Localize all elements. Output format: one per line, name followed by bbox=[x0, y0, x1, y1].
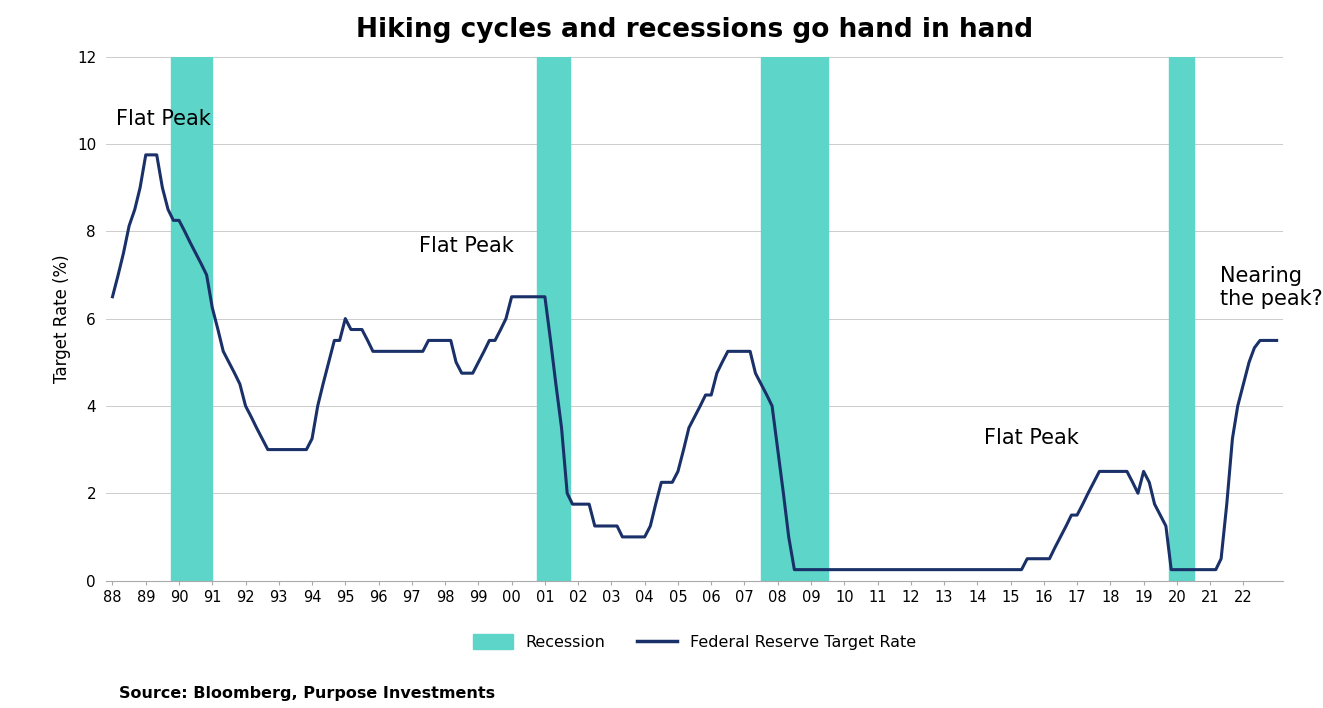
Bar bbox=[537, 57, 570, 581]
Title: Hiking cycles and recessions go hand in hand: Hiking cycles and recessions go hand in … bbox=[356, 17, 1033, 43]
Text: Nearing
the peak?: Nearing the peak? bbox=[1220, 266, 1323, 309]
Legend: Recession, Federal Reserve Target Rate: Recession, Federal Reserve Target Rate bbox=[467, 628, 922, 656]
Y-axis label: Target Rate (%): Target Rate (%) bbox=[53, 254, 71, 383]
Text: Flat Peak: Flat Peak bbox=[116, 109, 210, 129]
Text: Flat Peak: Flat Peak bbox=[418, 236, 513, 256]
Text: Flat Peak: Flat Peak bbox=[984, 428, 1078, 447]
Bar bbox=[761, 57, 828, 581]
Bar bbox=[1168, 57, 1193, 581]
Text: Source: Bloomberg, Purpose Investments: Source: Bloomberg, Purpose Investments bbox=[119, 686, 495, 701]
Bar bbox=[171, 57, 212, 581]
